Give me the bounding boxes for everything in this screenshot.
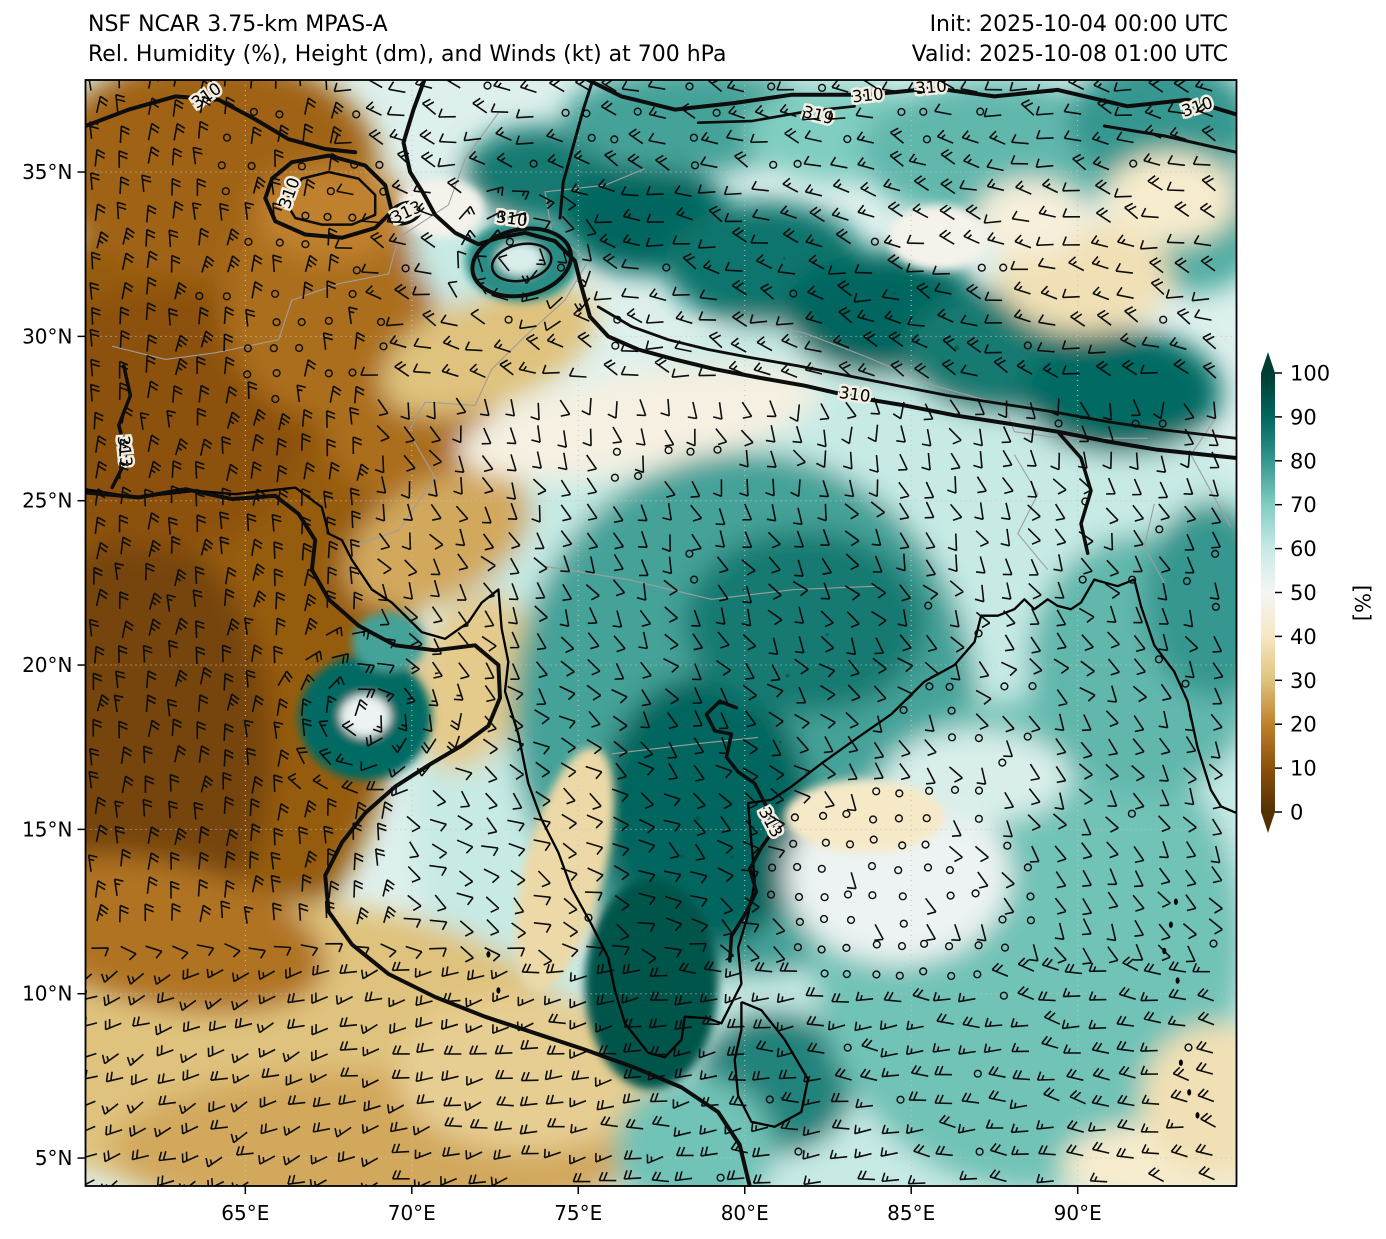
init-time-label: Init: 2025-10-04 00:00 UTC [929, 12, 1228, 37]
svg-text:35°N: 35°N [22, 160, 72, 184]
svg-text:65°E: 65°E [221, 1201, 269, 1225]
valid-time-label: Valid: 2025-10-08 01:00 UTC [911, 42, 1228, 67]
calm-wind-circles [195, 81, 1221, 1182]
svg-text:30: 30 [1290, 669, 1317, 693]
svg-text:75°E: 75°E [554, 1201, 602, 1225]
colorbar-unit-label: [%] [1350, 585, 1374, 621]
svg-text:10°N: 10°N [22, 982, 72, 1006]
axis-tick-labels: 65°E 70°E 75°E 80°E 85°E 90°E 5°N 10°N 15°N 20°N 2… [22, 160, 1102, 1225]
svg-text:50: 50 [1290, 581, 1317, 605]
colorbar-tick-labels: 0 10 20 30 40 50 60 70 80 90 100 [1290, 362, 1330, 825]
colorbar-svg: 0 10 20 30 40 50 60 70 80 90 100 [%] [1261, 352, 1374, 833]
svg-text:20: 20 [1290, 713, 1317, 737]
height-contours [85, 80, 1237, 1186]
colorbar-ticks [1275, 372, 1282, 813]
svg-text:80°E: 80°E [721, 1201, 769, 1225]
svg-text:5°N: 5°N [35, 1146, 73, 1170]
svg-text:80: 80 [1290, 449, 1317, 473]
colorbar: 0 10 20 30 40 50 60 70 80 90 100 [%] [1240, 340, 1386, 870]
wind-barbs [85, 80, 1224, 1186]
svg-text:40: 40 [1290, 625, 1317, 649]
colorbar-arrow-bottom [1261, 812, 1275, 833]
colorbar-gradient [1261, 373, 1275, 812]
svg-text:90°E: 90°E [1054, 1201, 1102, 1225]
chart-time-block: Init: 2025-10-04 00:00 UTC Valid: 2025-1… [912, 10, 1228, 70]
svg-text:85°E: 85°E [887, 1201, 935, 1225]
map-canvas: 310 310 313 310 310 310 319 310 310 313 313 65°E 70°… [0, 60, 1250, 1235]
svg-text:25°N: 25°N [22, 489, 72, 513]
chart-title-block: NSF NCAR 3.75-km MPAS-A Rel. Humidity (%… [88, 10, 726, 70]
axis-ticks [77, 171, 1079, 1194]
svg-text:70°E: 70°E [388, 1201, 436, 1225]
svg-text:100: 100 [1290, 362, 1330, 386]
svg-text:15°N: 15°N [22, 817, 72, 841]
svg-text:60: 60 [1290, 537, 1317, 561]
svg-text:310: 310 [851, 84, 884, 106]
svg-text:20°N: 20°N [22, 653, 72, 677]
svg-text:10: 10 [1290, 757, 1317, 781]
svg-text:30°N: 30°N [22, 324, 72, 348]
svg-text:0: 0 [1290, 801, 1303, 825]
map-frame [84, 79, 1238, 1187]
chart-title-model: NSF NCAR 3.75-km MPAS-A [88, 12, 388, 37]
colorbar-arrow-top [1261, 352, 1275, 373]
svg-text:313: 313 [114, 435, 136, 468]
svg-text:90: 90 [1290, 405, 1317, 429]
chart-title-fields: Rel. Humidity (%), Height (dm), and Wind… [88, 42, 727, 67]
svg-text:310: 310 [915, 76, 948, 98]
humidity-speckles-dark [679, 257, 960, 1100]
svg-text:70: 70 [1290, 493, 1317, 517]
